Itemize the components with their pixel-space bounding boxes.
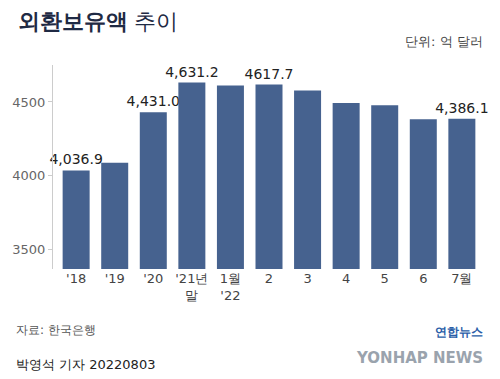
svg-text:박영석 기자 20220803: 박영석 기자 20220803 <box>16 357 155 372</box>
svg-text:'19: '19 <box>105 271 125 286</box>
svg-text:2: 2 <box>265 271 273 286</box>
svg-text:외환보유액 추이: 외환보유액 추이 <box>18 9 179 34</box>
svg-text:4: 4 <box>342 271 350 286</box>
svg-text:3: 3 <box>303 271 311 286</box>
svg-text:7월: 7월 <box>451 271 472 286</box>
svg-text:4,036.9: 4,036.9 <box>49 151 102 167</box>
svg-text:단위: 억 달러: 단위: 억 달러 <box>405 34 483 49</box>
svg-text:'20: '20 <box>143 271 163 286</box>
svg-text:5: 5 <box>381 271 389 286</box>
svg-text:'21년말: '21년말 <box>175 271 208 303</box>
svg-text:1월'22: 1월'22 <box>220 271 241 303</box>
svg-text:4,631.2: 4,631.2 <box>165 64 218 80</box>
svg-text:자료: 한국은행: 자료: 한국은행 <box>16 323 96 337</box>
svg-text:YONHAP NEWS: YONHAP NEWS <box>356 349 483 367</box>
svg-text:4000: 4000 <box>12 168 45 183</box>
svg-text:연합뉴스: 연합뉴스 <box>435 325 483 339</box>
svg-text:'18: '18 <box>66 271 86 286</box>
svg-text:4500: 4500 <box>12 95 45 110</box>
svg-text:3500: 3500 <box>12 242 45 257</box>
svg-text:4617.7: 4617.7 <box>245 66 294 82</box>
svg-text:4,386.1: 4,386.1 <box>435 100 488 116</box>
svg-text:4,431.0: 4,431.0 <box>127 93 180 109</box>
svg-text:6: 6 <box>419 271 427 286</box>
